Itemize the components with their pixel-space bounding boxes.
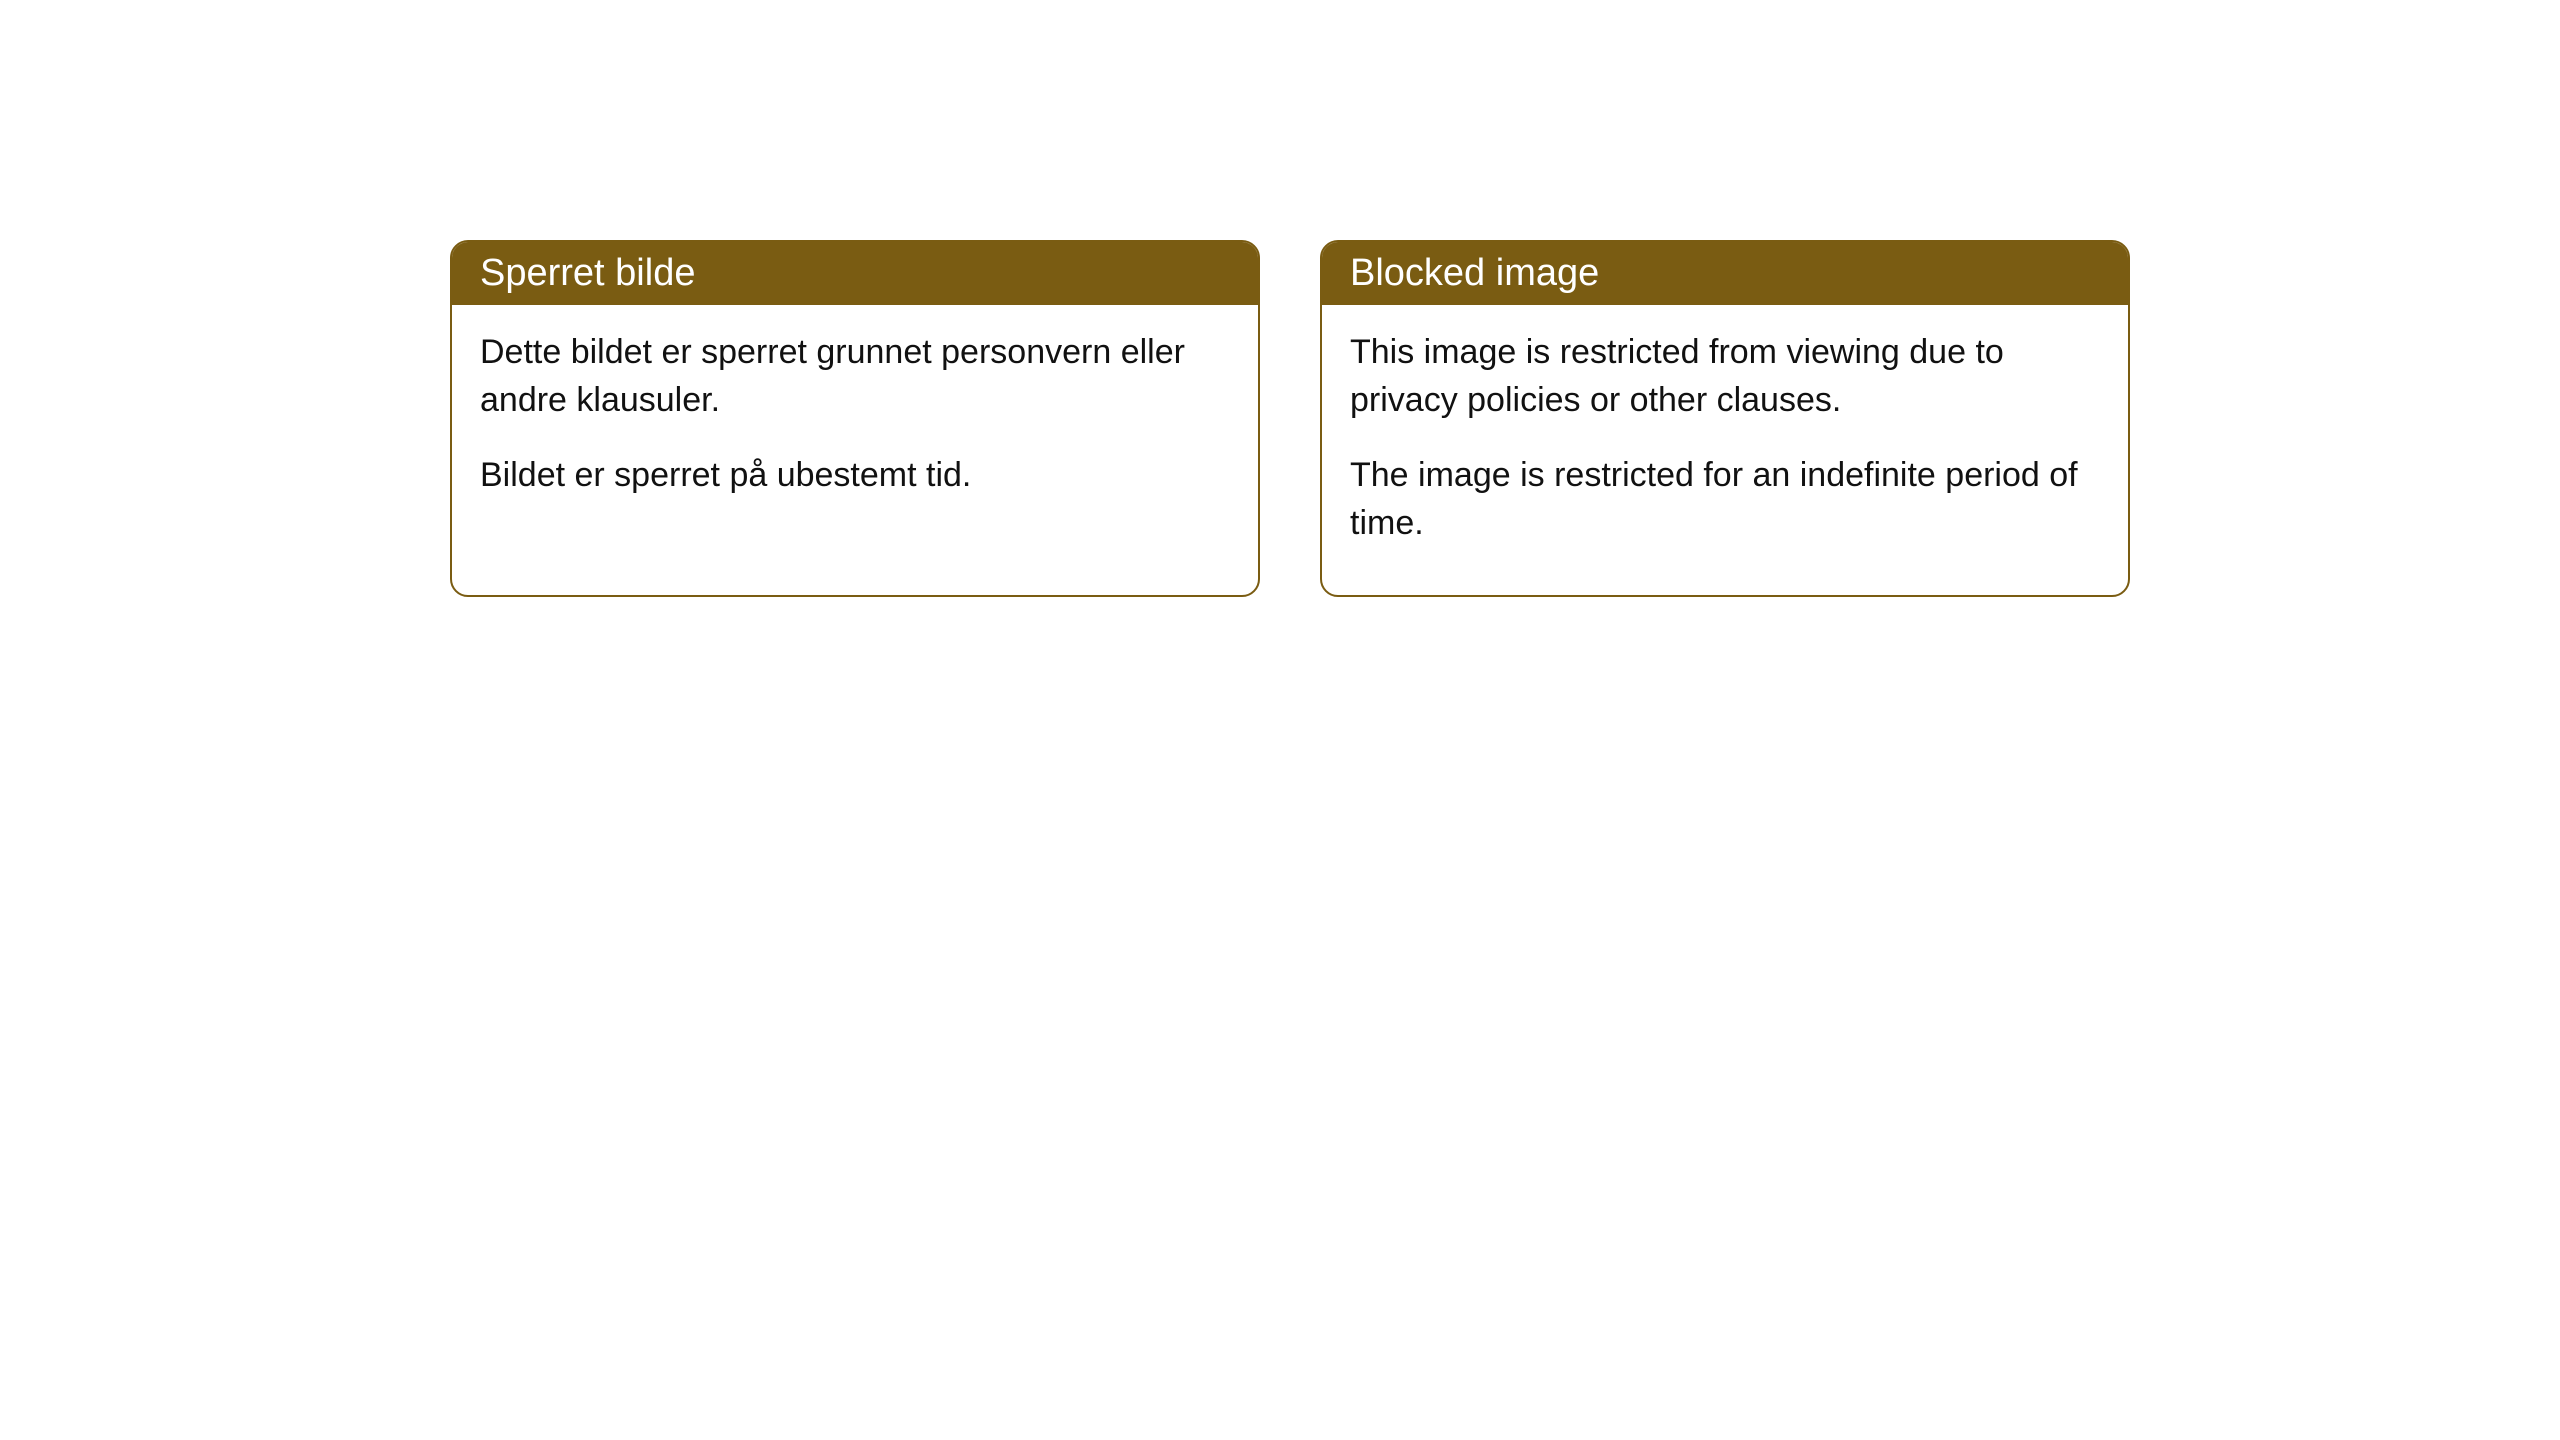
card-body-norwegian: Dette bildet er sperret grunnet personve… <box>452 305 1258 548</box>
card-title-norwegian: Sperret bilde <box>480 252 695 294</box>
card-title-english: Blocked image <box>1350 252 1599 294</box>
card-header-norwegian: Sperret bilde <box>452 242 1258 305</box>
card-paragraph1-english: This image is restricted from viewing du… <box>1350 329 2100 424</box>
card-paragraph1-norwegian: Dette bildet er sperret grunnet personve… <box>480 329 1230 424</box>
card-norwegian: Sperret bilde Dette bildet er sperret gr… <box>450 240 1260 597</box>
card-paragraph2-english: The image is restricted for an indefinit… <box>1350 452 2100 547</box>
card-header-english: Blocked image <box>1322 242 2128 305</box>
card-paragraph2-norwegian: Bildet er sperret på ubestemt tid. <box>480 452 1230 500</box>
card-body-english: This image is restricted from viewing du… <box>1322 305 2128 595</box>
card-english: Blocked image This image is restricted f… <box>1320 240 2130 597</box>
cards-container: Sperret bilde Dette bildet er sperret gr… <box>450 240 2130 597</box>
